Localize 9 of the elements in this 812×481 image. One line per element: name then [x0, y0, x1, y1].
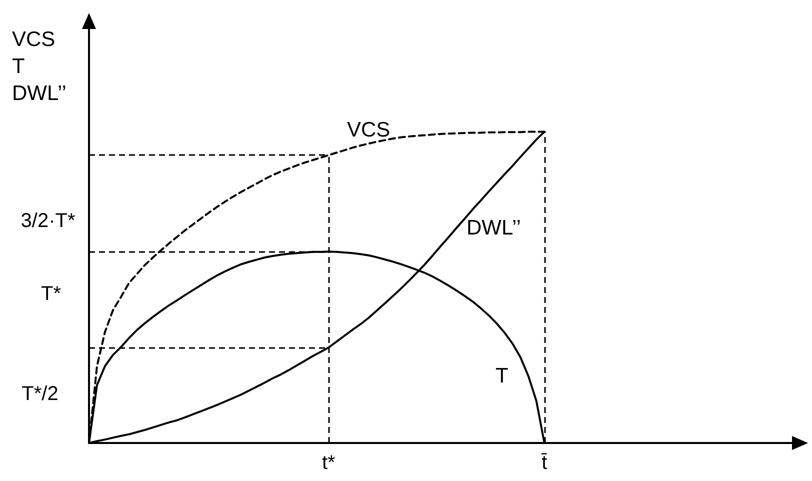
series-label: DWL’’	[466, 216, 521, 240]
text: T*	[41, 283, 62, 305]
series-label: T	[496, 364, 509, 388]
x-tick-label: t*	[322, 452, 336, 474]
y-axis-title: VCS T DWL’’	[12, 28, 66, 105]
series-label: VCS	[347, 118, 390, 142]
text: T*/2	[22, 383, 58, 405]
text: 3/2·T*	[20, 210, 76, 232]
x-tick-label: t̄	[541, 452, 548, 474]
